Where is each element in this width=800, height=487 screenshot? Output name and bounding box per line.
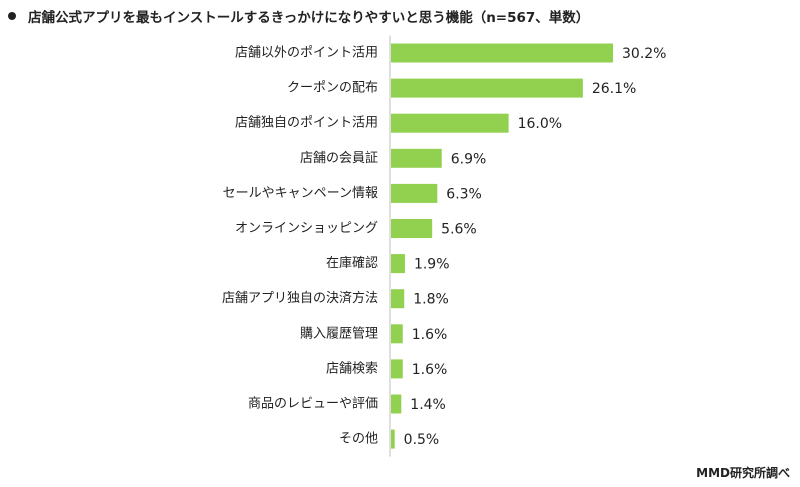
category-label: その他 bbox=[339, 432, 378, 447]
value-label: 16.0% bbox=[518, 116, 562, 132]
bar bbox=[391, 359, 403, 379]
category-label: クーポンの配布 bbox=[287, 81, 378, 96]
bullet-icon bbox=[8, 12, 16, 20]
category-label: 商品のレビューや評価 bbox=[248, 397, 378, 412]
value-label: 1.6% bbox=[412, 362, 448, 378]
category-label: 店舗の会員証 bbox=[300, 151, 378, 166]
value-label: 5.6% bbox=[441, 222, 477, 238]
value-label: 26.1% bbox=[592, 81, 636, 97]
bar bbox=[391, 148, 442, 168]
bar bbox=[391, 183, 438, 203]
bar bbox=[391, 429, 395, 449]
bar bbox=[391, 43, 613, 63]
chart-title: 店舗公式アプリを最もインストールするきっかけになりやすいと思う機能（n=567、… bbox=[28, 10, 590, 26]
value-label: 30.2% bbox=[622, 46, 666, 62]
bar bbox=[391, 219, 433, 238]
category-label: 店舗以外のポイント活用 bbox=[235, 46, 378, 61]
category-label: 店舗検索 bbox=[326, 361, 378, 376]
value-label: 6.9% bbox=[451, 151, 487, 167]
bar bbox=[391, 113, 509, 133]
bar bbox=[391, 78, 583, 98]
value-label: 1.4% bbox=[410, 397, 446, 413]
value-label: 1.6% bbox=[412, 327, 448, 343]
value-label: 0.5% bbox=[404, 432, 440, 448]
category-label: オンラインショッピング bbox=[235, 221, 378, 236]
bar bbox=[391, 394, 402, 414]
category-label: セールやキャンペーン情報 bbox=[223, 186, 378, 201]
category-label: 店舗独自のポイント活用 bbox=[235, 116, 378, 131]
source-note: MMD研究所調べ bbox=[696, 466, 790, 480]
value-label: 1.8% bbox=[413, 292, 449, 308]
bar bbox=[391, 324, 403, 344]
value-label: 6.3% bbox=[446, 186, 482, 202]
bars-group: 店舗以外のポイント活用 30.2% クーポンの配布 26.1% 店舗独自のポイント活用 1… bbox=[222, 43, 666, 449]
value-label: 1.9% bbox=[414, 257, 450, 273]
category-label: 店舗アプリ独自の決済方法 bbox=[222, 290, 378, 306]
category-label: 在庫確認 bbox=[326, 255, 378, 271]
chart-header: 店舗公式アプリを最もインストールするきっかけになりやすいと思う機能（n=567、… bbox=[8, 6, 589, 26]
bar bbox=[391, 289, 405, 309]
category-label: 購入履歴管理 bbox=[300, 326, 378, 341]
bar bbox=[391, 254, 405, 274]
